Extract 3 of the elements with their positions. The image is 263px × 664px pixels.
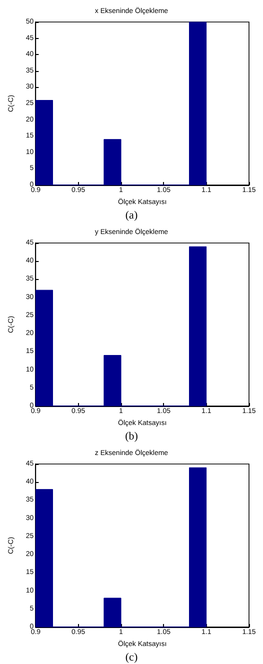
text: (b) — [125, 430, 138, 442]
text: (c) — [125, 652, 138, 664]
text: (a) — [125, 210, 138, 222]
